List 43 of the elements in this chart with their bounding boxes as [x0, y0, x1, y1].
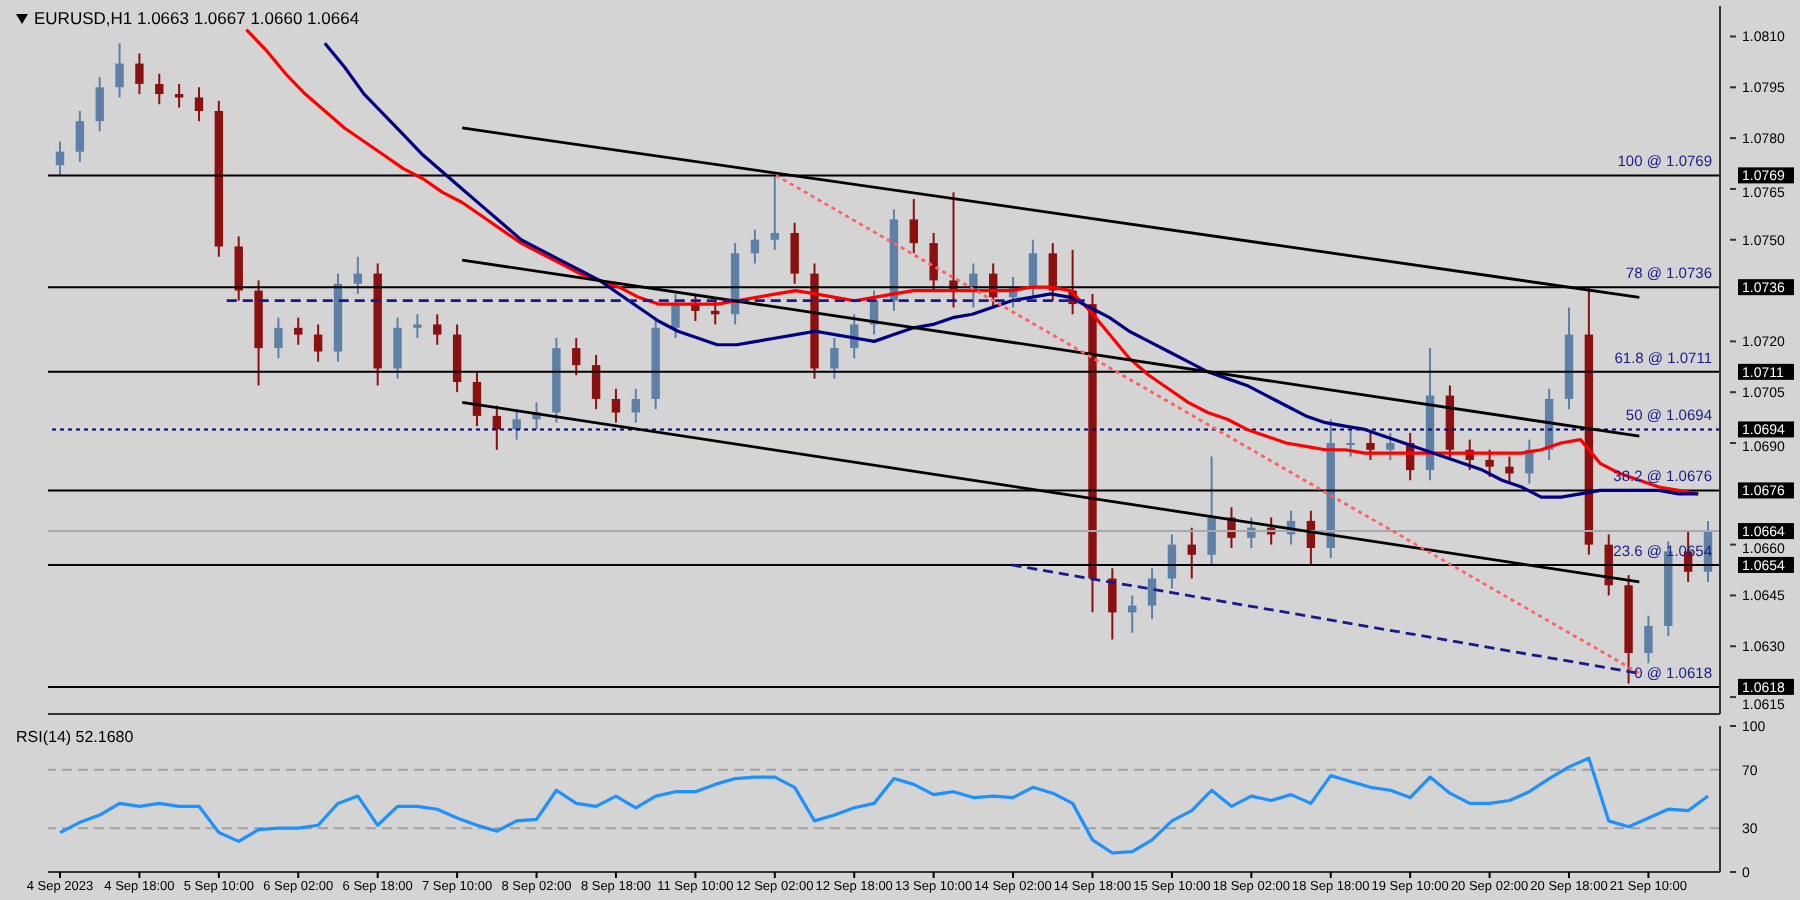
candlestick — [135, 52, 144, 96]
candlestick — [413, 313, 422, 339]
candlestick — [95, 76, 104, 133]
candlestick — [750, 228, 760, 265]
candlestick — [194, 86, 204, 123]
candlestick — [1187, 526, 1196, 580]
candlestick — [155, 72, 164, 106]
candlestick — [572, 336, 581, 377]
candlestick — [234, 235, 243, 302]
candlestick — [433, 313, 442, 346]
candlestick — [393, 316, 402, 380]
candlestick — [1505, 455, 1514, 485]
candlestick — [313, 323, 323, 363]
candlestick — [75, 110, 85, 163]
candlestick — [274, 316, 283, 360]
candlestick — [611, 387, 621, 424]
candlestick — [830, 336, 839, 380]
candlestick — [909, 198, 918, 255]
candlestick — [1346, 428, 1355, 458]
chart-title: RSI(14) 52.1680 — [16, 728, 134, 746]
candlestick — [1028, 238, 1038, 299]
candlestick — [1485, 448, 1494, 478]
chart-title: EURUSD,H1 1.0663 1.0667 1.0660 1.0664 — [34, 8, 360, 28]
candlestick — [1366, 431, 1375, 461]
candlestick — [631, 387, 641, 424]
candlestick — [294, 316, 303, 346]
candlestick — [115, 42, 124, 99]
candlestick — [671, 292, 680, 339]
candlestick — [929, 231, 938, 292]
candlestick — [452, 323, 462, 394]
candlestick — [770, 174, 779, 251]
candlestick — [1386, 431, 1395, 461]
candlestick — [1147, 567, 1157, 621]
line-series — [58, 756, 1710, 855]
candlestick — [591, 353, 601, 411]
candlestick — [512, 408, 521, 441]
candlestick — [1525, 438, 1534, 485]
candlestick — [353, 255, 363, 295]
candlestick — [790, 221, 799, 285]
candlestick — [1644, 614, 1653, 665]
candlestick — [1108, 567, 1117, 641]
candlestick — [55, 140, 65, 177]
candlestick — [1207, 455, 1216, 566]
